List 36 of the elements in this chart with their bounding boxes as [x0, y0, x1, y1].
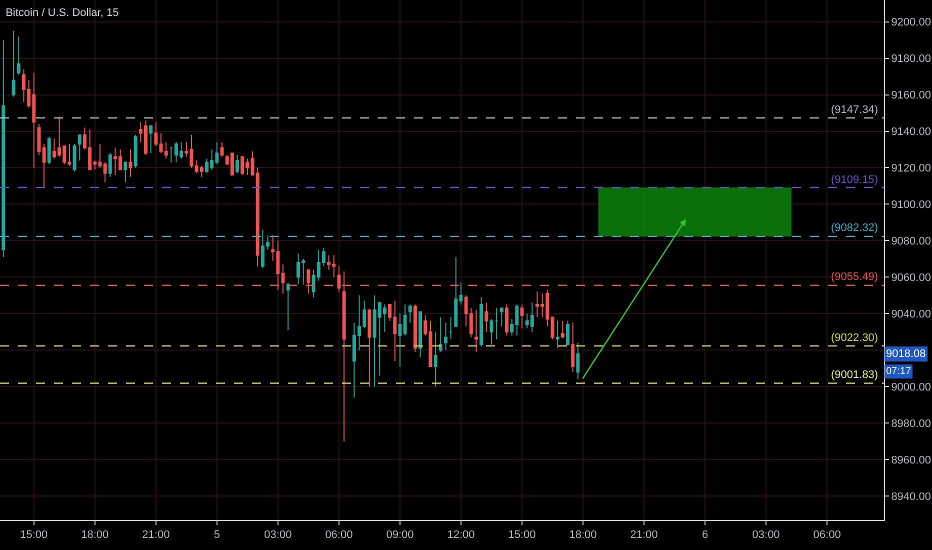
y-tick-label: 9000.00	[891, 381, 931, 394]
y-tick-label: 9120.00	[891, 162, 931, 175]
x-tick-label: 06:00	[813, 529, 841, 542]
ref-line-label: (9055.49)	[831, 271, 878, 283]
x-tick-label: 06:00	[325, 529, 353, 542]
y-tick-label: 9200.00	[891, 16, 931, 29]
x-tick-label: 21:00	[630, 529, 658, 542]
y-tick-label: 8940.00	[891, 490, 931, 503]
x-tick-label: 15:00	[508, 529, 536, 542]
ref-line-label: (9147.34)	[831, 104, 878, 116]
x-tick-label: 03:00	[264, 529, 292, 542]
ref-line-label: (9082.32)	[831, 222, 878, 234]
ref-line-label: (9109.15)	[831, 174, 878, 186]
x-tick-label: 12:00	[447, 529, 475, 542]
x-tick-label: 03:00	[752, 529, 780, 542]
y-tick-label: 9180.00	[891, 53, 931, 66]
y-tick-label: 8980.00	[891, 418, 931, 430]
ref-line-label: (9001.83)	[831, 369, 878, 381]
x-tick-label: 6	[702, 529, 708, 542]
x-tick-label: 18:00	[569, 529, 597, 542]
y-tick-label: 9100.00	[891, 199, 931, 212]
y-tick-label: 9080.00	[891, 236, 931, 248]
x-tick-label: 21:00	[142, 529, 170, 542]
x-tick-label: 09:00	[386, 529, 414, 542]
x-tick-label: 5	[214, 529, 220, 542]
x-tick-label: 15:00	[20, 529, 48, 542]
text: 07:17	[886, 366, 912, 377]
y-tick-label: 9060.00	[891, 272, 931, 284]
y-tick-label: 9040.00	[891, 308, 931, 320]
x-tick-label: 18:00	[81, 529, 109, 542]
text: 9018.08	[886, 348, 926, 360]
y-tick-label: 9160.00	[891, 90, 931, 102]
ref-line-label: (9022.30)	[831, 332, 878, 344]
y-tick-label: 8960.00	[891, 454, 931, 466]
text: Bitcoin / U.S. Dollar, 15	[6, 6, 119, 19]
y-tick-label: 9140.00	[891, 126, 931, 138]
